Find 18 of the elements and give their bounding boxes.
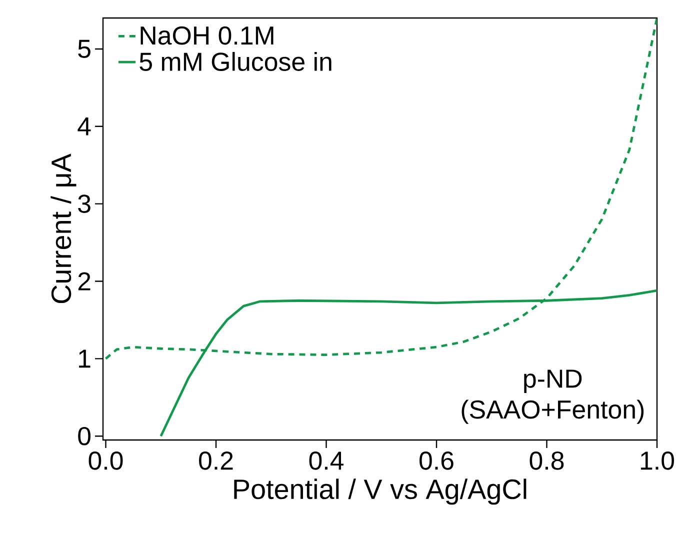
y-tick-label: 1: [79, 350, 90, 368]
text: 1.0: [640, 451, 674, 470]
legend-label: 5 mM Glucose in: [140, 52, 332, 71]
y-tick-label: 2: [78, 272, 90, 290]
x-axis-title: Potential / V vs Ag/AgCl: [234, 478, 526, 505]
x-tick-label: 0.8: [530, 451, 564, 470]
x-tick-label: 0.6: [420, 451, 454, 470]
y-tick-label: 3: [78, 194, 90, 213]
x-tick-label: 0.2: [199, 451, 233, 470]
annotation: (SAAO+Fenton): [462, 400, 644, 424]
x-tick-label: 0.4: [309, 451, 344, 470]
y-axis-title: Current / μA: [50, 154, 76, 304]
y-tick-label: 4: [78, 117, 91, 136]
y-tick-label: 0: [78, 426, 90, 446]
y-tick-label: 5: [78, 40, 90, 58]
annotation: p-ND: [524, 370, 582, 393]
text: 0.0: [88, 451, 123, 470]
legend-label: NaOH 0.1M: [140, 26, 274, 45]
